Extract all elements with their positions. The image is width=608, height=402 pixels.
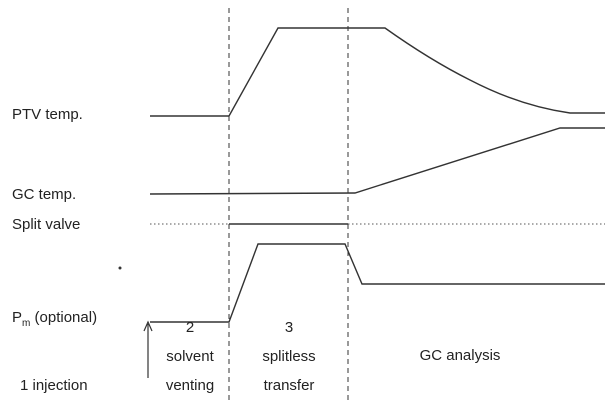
dot <box>118 266 122 270</box>
phase-label: GC analysis <box>420 347 501 364</box>
subscript: m <box>22 318 30 329</box>
suffix: (optional) <box>30 309 97 326</box>
phase-label: venting <box>166 377 214 394</box>
symbol: P <box>12 309 22 326</box>
gc-temp-trace <box>149 127 605 195</box>
row-label: Split valve <box>12 216 80 233</box>
phase-label: 1 injection <box>20 377 88 394</box>
row-label: Pm (optional) <box>12 309 97 329</box>
row-label: PTV temp. <box>12 106 83 123</box>
pressure-trace <box>150 243 605 323</box>
phase-label: splitless <box>262 348 315 365</box>
phase-label: 2 <box>186 319 194 336</box>
phase-label: 3 <box>285 319 293 336</box>
phase-label: transfer <box>264 377 315 394</box>
phase-label: solvent <box>166 348 214 365</box>
ptv-temp-trace <box>150 27 605 117</box>
injection-arrowhead <box>143 320 153 332</box>
row-label: GC temp. <box>12 186 76 203</box>
